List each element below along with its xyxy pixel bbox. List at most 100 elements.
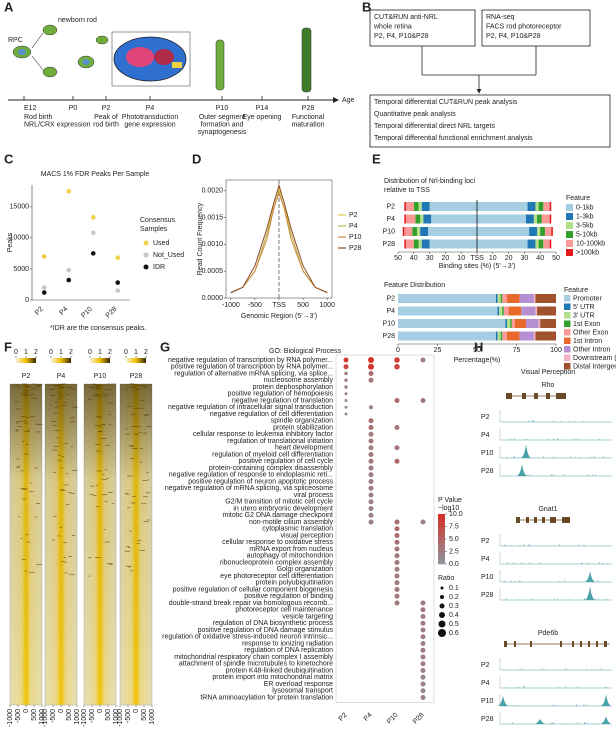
- bar-segment: [500, 294, 503, 303]
- y-tick-label: 0.0010: [202, 241, 224, 248]
- x-tick-label: P28: [412, 712, 426, 726]
- bar-segment: [521, 306, 536, 316]
- track-label: P4: [481, 556, 490, 563]
- x-tick-label: -500: [50, 709, 57, 723]
- legend-swatch: [564, 312, 571, 319]
- x-tick-label: 30: [521, 255, 529, 262]
- heatmap-shade: [84, 384, 116, 705]
- bar-segment: [497, 306, 500, 316]
- bar-segment: [398, 331, 496, 341]
- panel-letter: H: [474, 339, 483, 354]
- color-scale: [438, 556, 445, 560]
- term-label: protein import into mitochondrial matrix: [212, 674, 333, 681]
- bar-segment: [428, 227, 477, 236]
- dot: [394, 533, 400, 538]
- bar-segment: [543, 202, 550, 211]
- scale-label: 7.5: [449, 523, 459, 530]
- gene-label: Gnat1: [538, 506, 557, 513]
- color-scale: [438, 539, 445, 542]
- bar-segment: [420, 227, 429, 236]
- bar-segment: [423, 214, 432, 224]
- line: [230, 191, 328, 294]
- legend-swatch: [564, 329, 571, 336]
- dot: [90, 230, 96, 236]
- x-tick-label: 40: [536, 255, 544, 262]
- x-tick-label: P28: [105, 306, 119, 320]
- panel-letter: B: [362, 0, 371, 14]
- dot: [394, 526, 400, 532]
- track-label: P28: [481, 468, 494, 475]
- gene-exon: [506, 393, 512, 399]
- bar-segment: [507, 331, 520, 341]
- line: [230, 183, 328, 294]
- gene-label: Pde6b: [538, 630, 558, 637]
- bar-segment: [538, 239, 544, 249]
- dot: [115, 255, 121, 261]
- gene-exon: [526, 517, 529, 523]
- term-label: positive regulation of neuron apoptotic …: [188, 478, 333, 485]
- term-label: vesicle targeting: [282, 613, 333, 620]
- timepoint-label: P28: [302, 105, 315, 112]
- dot: [420, 607, 426, 613]
- chart-title: relative to TSS: [384, 187, 430, 194]
- x-tick-label: 500: [31, 709, 38, 721]
- scale-label: 5.0: [449, 536, 459, 543]
- dot: [368, 472, 374, 478]
- y-tick-label: P10: [383, 320, 396, 327]
- term-label: protein K48-linked deubiquitination: [226, 667, 334, 674]
- gene-exon: [604, 641, 607, 647]
- bar-segment: [503, 306, 509, 316]
- panel-letter: C: [4, 151, 14, 166]
- gene-exon: [534, 393, 538, 399]
- scale-label: 10.0: [449, 511, 463, 518]
- legend-label: Downstream (<=300): [573, 355, 616, 362]
- term-label: double-strand break repair via homologou…: [169, 600, 333, 607]
- signal-peak: [601, 694, 611, 706]
- dot: [368, 357, 374, 363]
- legend-label: 1st Exon: [573, 321, 600, 328]
- legend-swatch: [143, 252, 149, 258]
- legend-label: 0.2: [449, 594, 459, 601]
- bar-segment: [418, 239, 422, 249]
- chart-title: Visual Perception: [521, 369, 575, 376]
- x-tick-label: 25: [434, 347, 442, 354]
- track-label: P2: [481, 414, 490, 421]
- bar-segment: [535, 306, 538, 316]
- gene-exon: [534, 517, 537, 523]
- cell-label: newborn rod: [58, 17, 97, 24]
- y-tick-label: P10: [383, 228, 396, 235]
- y-tick-label: 0.0000: [202, 295, 224, 302]
- legend-label: Distal Intergenic: [573, 363, 616, 370]
- color-bar: [90, 358, 110, 363]
- bar-segment: [497, 331, 501, 341]
- bar-segment: [533, 294, 536, 303]
- gene-exon: [530, 641, 532, 647]
- dot: [394, 445, 400, 451]
- timepoint-note: gene expression: [124, 121, 175, 128]
- x-tick-label: -500: [125, 709, 132, 723]
- dot: [420, 398, 426, 403]
- timepoint-note: Rod birth: [24, 114, 53, 121]
- bar-segment: [549, 214, 552, 224]
- y-tick-label: P2: [386, 295, 395, 302]
- term-label: response to ionizing radiation: [242, 640, 333, 647]
- legend-label: P28: [349, 245, 362, 252]
- term-label: negative regulation of response to endop…: [169, 472, 333, 479]
- legend-label: 0.1: [449, 585, 459, 592]
- panel-letter: G: [160, 339, 170, 354]
- color-scale: [438, 529, 445, 532]
- legend-label: 5' UTR: [573, 304, 595, 311]
- dot: [394, 364, 400, 370]
- bar-segment: [533, 214, 538, 224]
- chart-title: Distribution of Nrl-binding loci: [384, 178, 475, 185]
- dot: [420, 674, 426, 680]
- gene-exon: [580, 641, 582, 647]
- bar-segment: [418, 202, 422, 211]
- timepoint-label: E12: [24, 105, 37, 112]
- legend-label: P10: [349, 234, 362, 241]
- scale-label: 0: [49, 349, 53, 356]
- dot: [344, 392, 348, 396]
- heatmap-shade: [10, 384, 42, 705]
- dot: [420, 600, 426, 606]
- legend-label: IDR: [153, 264, 165, 271]
